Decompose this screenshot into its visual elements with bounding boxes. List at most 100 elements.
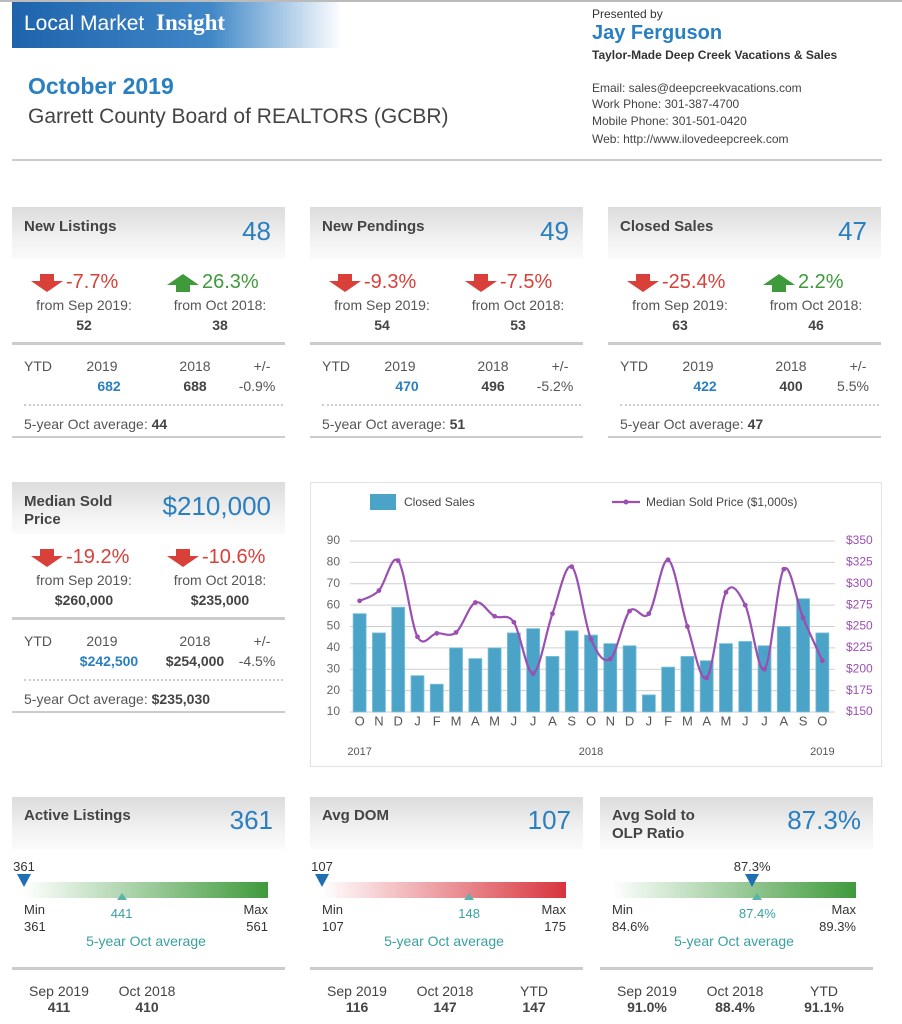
bar — [564, 630, 579, 713]
gauge-bar — [612, 882, 856, 898]
x-tick-label: M — [451, 713, 462, 728]
line-point — [646, 611, 652, 617]
brand-bar: Local Market Insight — [12, 2, 342, 48]
bar — [738, 641, 753, 713]
average-value: 51 — [449, 416, 466, 432]
line-point — [492, 613, 497, 619]
legend-label: Closed Sales — [404, 495, 475, 509]
footer-label: YTD — [520, 983, 548, 999]
average-caption: 5-year Oct average — [86, 933, 206, 949]
line-point — [762, 666, 767, 672]
x-tick-label: O — [355, 713, 365, 728]
ytd-label: YTD — [620, 358, 648, 374]
line-point — [472, 600, 478, 605]
y2-tick-label: $300 — [846, 576, 873, 590]
change-percent: 26.3% — [202, 271, 259, 293]
card-bottom-rule — [12, 711, 285, 713]
ytd-label: YTD — [322, 358, 350, 374]
ytd-column: 2018 — [179, 358, 211, 374]
change-from: from Oct 2018: — [471, 297, 565, 313]
x-tick-label: J — [646, 713, 653, 728]
footer-label: Sep 2019 — [29, 983, 89, 999]
y-tick-label: 50 — [327, 619, 341, 633]
ytd-value: -5.2% — [536, 378, 574, 394]
gauge-separator — [12, 967, 285, 970]
line-point — [819, 658, 825, 664]
change-previous: $235,000 — [190, 592, 250, 608]
gauge-separator — [600, 967, 873, 970]
x-year-label: 2018 — [579, 746, 603, 758]
average-value: 441 — [110, 906, 133, 921]
ytd-value: $254,000 — [165, 653, 225, 669]
bar — [391, 606, 406, 713]
ytd-column: 2019 — [86, 358, 118, 374]
max-label: Max — [541, 902, 566, 917]
report-month: October 2019 — [28, 73, 174, 99]
arrow-shape — [31, 549, 63, 567]
arrow-shape — [627, 274, 659, 292]
y-tick-label: 10 — [327, 704, 341, 718]
line-point — [627, 608, 632, 614]
gauge-bar — [24, 882, 268, 898]
ytd-column: +/- — [849, 358, 867, 374]
gauge-title: Avg DOM — [322, 807, 389, 824]
y2-tick-label: $350 — [846, 533, 873, 547]
bar — [545, 656, 560, 713]
footer-value: 91.1% — [804, 999, 844, 1015]
marker-shape — [315, 874, 329, 887]
dotted-rule — [24, 679, 283, 681]
ytd-column: 2018 — [477, 358, 509, 374]
x-tick-label: A — [702, 713, 711, 728]
footer-label: Sep 2019 — [327, 983, 387, 999]
line-point — [550, 611, 555, 617]
card-separator — [12, 342, 285, 345]
legend-swatch-dot — [623, 499, 629, 505]
gauge-bar — [322, 882, 566, 898]
change-percent: 2.2% — [798, 271, 844, 293]
x-tick-label: J — [742, 713, 749, 728]
y-tick-label: 20 — [327, 683, 341, 697]
change-previous: 53 — [510, 317, 526, 333]
x-year-label: 2019 — [810, 746, 834, 758]
line-point — [742, 602, 748, 608]
ytd-value: 5.5% — [837, 378, 869, 394]
line-point — [665, 557, 671, 563]
arrow-shape — [763, 274, 795, 292]
footer-value: 116 — [345, 999, 369, 1015]
x-tick-label: F — [664, 713, 672, 728]
arrow-down — [465, 274, 497, 292]
x-tick-label: A — [779, 713, 788, 728]
ytd-column: +/- — [253, 633, 271, 649]
caret-shape — [464, 893, 475, 900]
min-value: 361 — [24, 919, 46, 934]
y2-tick-label: $150 — [846, 704, 873, 718]
dotted-rule — [620, 404, 879, 406]
x-tick-label: S — [799, 713, 808, 728]
ytd-value: $242,500 — [79, 653, 139, 669]
arrow-shape — [31, 274, 63, 292]
marker-shape — [745, 874, 760, 887]
average-label: 5-year Oct average: — [24, 416, 148, 432]
bar — [641, 694, 656, 713]
card-value: 49 — [540, 216, 569, 246]
line-point — [723, 589, 729, 595]
bar — [506, 632, 521, 713]
gauge-value: 361 — [229, 805, 273, 835]
card-value: 48 — [242, 216, 271, 246]
change-percent: -9.3% — [364, 271, 417, 293]
y2-tick-label: $225 — [846, 640, 873, 654]
bar — [468, 658, 483, 713]
min-label: Min — [24, 902, 45, 917]
card-bottom-rule — [310, 436, 583, 438]
change-from: from Oct 2018: — [769, 297, 863, 313]
change-previous: 63 — [672, 317, 688, 333]
x-tick-label: O — [586, 713, 596, 728]
change-previous: 52 — [76, 317, 92, 333]
x-tick-label: D — [394, 713, 403, 728]
x-tick-label: O — [817, 713, 827, 728]
gauge-title: Avg Sold to OLP Ratio — [612, 807, 695, 842]
ytd-value: 400 — [779, 378, 803, 394]
y2-tick-label: $175 — [846, 683, 873, 697]
caret-shape — [116, 893, 127, 900]
legend-swatch — [370, 494, 396, 510]
